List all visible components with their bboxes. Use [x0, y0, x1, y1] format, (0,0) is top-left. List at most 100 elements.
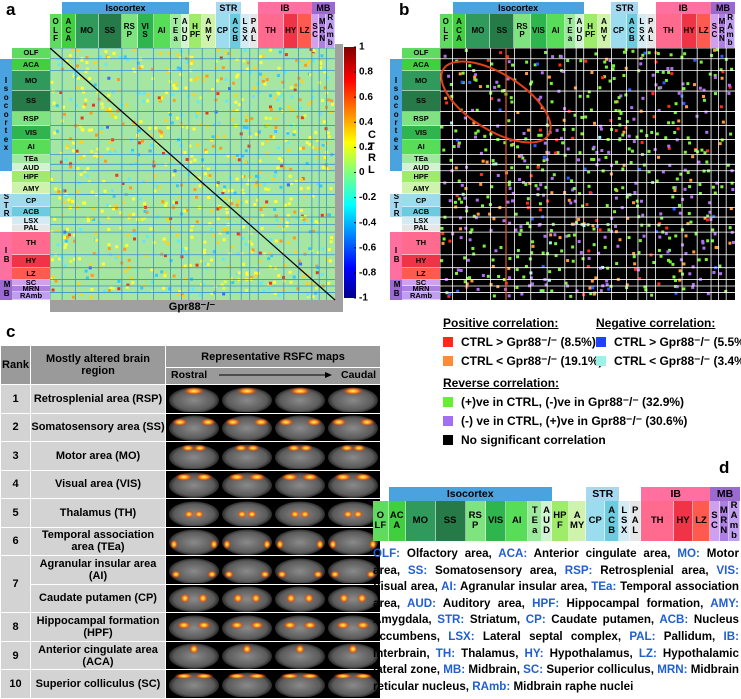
texture	[222, 292, 226, 296]
texture	[273, 174, 277, 178]
texture	[160, 270, 164, 274]
texture	[189, 160, 193, 164]
colorbar	[344, 47, 356, 298]
texture	[312, 229, 316, 233]
texture	[201, 182, 205, 186]
texture	[98, 67, 102, 71]
region-name: Striatum,	[469, 613, 521, 627]
texture	[228, 87, 232, 91]
legend-swatch	[443, 416, 453, 426]
region-label: RAmb	[326, 14, 335, 48]
texture	[571, 245, 575, 249]
colorbar-tick-label: 1	[359, 42, 365, 53]
texture	[530, 80, 534, 84]
texture	[64, 194, 68, 198]
texture	[295, 59, 299, 63]
texture	[727, 83, 731, 87]
texture	[276, 146, 280, 150]
texture	[268, 265, 272, 269]
texture	[126, 233, 130, 237]
diagonal	[49, 47, 336, 301]
texture	[258, 130, 262, 134]
texture	[492, 217, 496, 221]
texture	[287, 214, 291, 218]
texture	[617, 116, 621, 120]
region-label: AI	[12, 139, 50, 155]
texture	[137, 141, 141, 145]
texture	[111, 90, 115, 94]
texture	[294, 180, 298, 184]
texture	[448, 292, 452, 296]
texture	[75, 64, 79, 68]
table-cell: Anterior cingulate area (ACA)	[30, 640, 166, 671]
texture	[201, 282, 205, 286]
activation	[250, 620, 264, 629]
texture	[516, 255, 520, 259]
texture	[457, 144, 461, 148]
texture	[694, 232, 698, 236]
texture	[674, 278, 678, 282]
texture	[668, 236, 672, 240]
texture	[659, 254, 663, 258]
texture	[269, 107, 273, 111]
texture	[111, 189, 115, 193]
activation	[260, 570, 270, 579]
texture	[647, 51, 651, 55]
region-label: HPF	[551, 501, 570, 541]
texture	[447, 294, 451, 298]
texture	[85, 174, 89, 178]
brain-slice	[328, 444, 378, 470]
texture	[118, 55, 122, 59]
table-cell: 4	[0, 469, 31, 500]
texture	[236, 232, 240, 236]
texture	[622, 163, 626, 167]
texture	[105, 203, 109, 207]
texture	[277, 294, 281, 298]
rsfc-maps	[169, 643, 378, 669]
texture	[688, 185, 692, 189]
region-label: AUD	[542, 501, 552, 541]
texture	[180, 293, 184, 297]
texture	[110, 113, 114, 117]
texture	[215, 183, 219, 187]
region-label: AI	[547, 14, 565, 48]
texture	[697, 160, 701, 164]
texture	[570, 222, 574, 226]
texture	[674, 102, 678, 106]
texture	[241, 225, 245, 229]
texture	[730, 67, 734, 71]
texture	[542, 159, 546, 163]
texture	[287, 105, 291, 109]
table-cell	[165, 498, 381, 528]
region-label: RSP	[121, 14, 138, 48]
texture	[524, 137, 528, 141]
brain-slice	[328, 615, 378, 641]
texture	[548, 270, 552, 274]
texture	[508, 180, 512, 184]
legend-item: (-) ve in CTRL, (+)ve in Gpr88⁻/⁻ (30.6%…	[443, 414, 687, 428]
texture	[533, 144, 537, 148]
texture	[662, 81, 666, 85]
texture	[510, 166, 514, 170]
abbreviation-legend: OLF: Olfactory area, ACA: Anterior cingu…	[373, 546, 739, 695]
texture	[683, 187, 687, 191]
texture	[250, 117, 254, 121]
group-bar: STR	[0, 194, 12, 218]
texture	[235, 75, 239, 79]
abbreviation: AMY:	[710, 596, 739, 610]
texture	[259, 61, 263, 65]
texture	[463, 196, 467, 200]
texture	[77, 181, 81, 185]
texture	[276, 166, 280, 170]
texture	[88, 77, 92, 81]
texture	[172, 98, 176, 102]
texture	[247, 144, 251, 148]
texture	[659, 86, 663, 90]
texture	[303, 193, 307, 197]
texture	[499, 51, 503, 55]
region-label: ACA	[388, 501, 406, 541]
texture	[247, 118, 251, 122]
texture	[619, 111, 623, 115]
texture	[550, 289, 554, 293]
table-cell: Motor area (MO)	[30, 441, 166, 471]
